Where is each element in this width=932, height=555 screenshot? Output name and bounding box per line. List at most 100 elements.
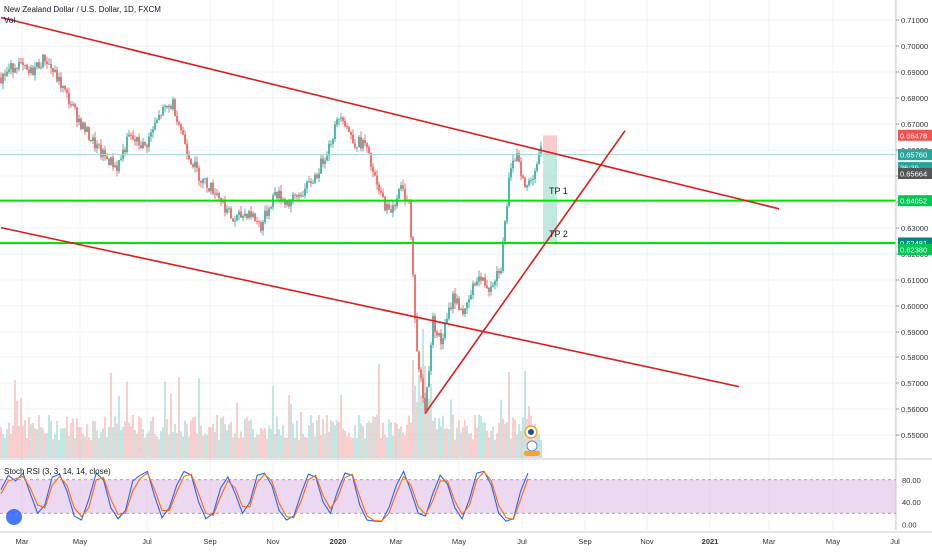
trendline[interactable]: [0, 16, 780, 210]
volume-bar: [292, 423, 294, 458]
candle-body: [210, 182, 212, 192]
volume-bar: [132, 415, 134, 458]
volume-bar: [298, 439, 300, 458]
volume-bar: [156, 436, 158, 458]
candle-body: [458, 298, 460, 311]
volume-bar: [446, 428, 448, 458]
volume-bar: [22, 425, 24, 458]
event-icon[interactable]: [524, 425, 540, 456]
candle-body: [70, 104, 72, 106]
volume-bar: [68, 435, 70, 458]
volume-bar: [396, 423, 398, 458]
candle-body: [246, 213, 248, 218]
trendline[interactable]: [0, 226, 740, 388]
volume-bar: [266, 439, 268, 458]
candle-body: [426, 387, 428, 411]
volume-bar: [78, 427, 80, 458]
volume-bar: [206, 434, 208, 458]
volume-bar: [504, 424, 506, 458]
candle-body: [258, 221, 260, 223]
candle-body: [346, 125, 348, 128]
candle-body: [98, 144, 100, 146]
volume-bar: [420, 395, 422, 458]
volume-bar: [108, 427, 110, 458]
candle-body: [402, 185, 404, 189]
volume-bar: [230, 421, 232, 458]
time-tick-label: Jul: [517, 537, 527, 546]
candle-body: [354, 143, 356, 148]
time-tick-label: 2021: [702, 537, 719, 546]
candle-body: [370, 152, 372, 167]
candle-body: [54, 69, 56, 72]
candle-body: [32, 67, 34, 76]
volume-bar: [336, 420, 338, 458]
volume-bar: [526, 419, 528, 458]
candle-body: [462, 308, 464, 315]
candle-body: [504, 221, 506, 242]
candle-body: [436, 332, 438, 336]
volume-bar: [72, 418, 74, 458]
candle-body: [460, 308, 462, 311]
volume-bar: [26, 437, 28, 458]
price-tag: [898, 243, 932, 255]
candle-body: [330, 143, 332, 145]
volume-bar: [314, 436, 316, 458]
volume-bar: [522, 417, 524, 458]
volume-bar: [42, 428, 44, 458]
time-axis[interactable]: Mar May Jul Sep Nov 2020 Mar May Jul Sep Nov 2021 Ma…: [16, 537, 901, 546]
volume-bar: [80, 427, 82, 458]
candle-body: [290, 200, 292, 207]
candle-body: [230, 208, 232, 219]
volume-bar: [432, 420, 434, 458]
candle-body: [22, 62, 24, 65]
candle-body: [92, 137, 94, 142]
candle-body: [416, 318, 418, 352]
volume-bar: [174, 423, 176, 458]
candle-body: [252, 213, 254, 217]
volume-bar: [30, 424, 32, 458]
stoch-tick-label: 40.00: [902, 498, 921, 507]
volume-bar: [148, 431, 150, 458]
trendline[interactable]: [424, 130, 626, 415]
candle-body: [498, 270, 500, 274]
volume-bar: [356, 437, 358, 458]
volume-bar: [50, 420, 52, 458]
volume-bar: [418, 374, 420, 458]
volume-bar: [138, 416, 140, 458]
candle-body: [336, 119, 338, 125]
candle-body: [310, 181, 312, 184]
candle-body: [494, 281, 496, 285]
candle-body: [312, 182, 314, 184]
candle-body: [226, 208, 228, 213]
volume-bar: [250, 419, 252, 458]
time-tick-label: May: [73, 537, 87, 546]
candle-body: [240, 211, 242, 218]
candle-body: [188, 153, 190, 160]
volume-bar: [228, 424, 230, 458]
candle-body: [162, 107, 164, 116]
volume-bar: [320, 435, 322, 458]
stoch-tick-label: 80.00: [902, 476, 921, 485]
candle-body: [450, 307, 452, 309]
candle-body: [400, 185, 402, 190]
candle-body: [156, 119, 158, 123]
volume-bar: [282, 424, 284, 458]
volume-bar: [386, 436, 388, 458]
candle-body: [214, 193, 216, 195]
candle-body: [144, 142, 146, 146]
candle-body: [180, 124, 182, 131]
volume-bar: [414, 385, 416, 458]
stoch-rsi-panel[interactable]: Stoch RSI (3, 3, 14, 14, close) 80.00 40.0…: [0, 467, 921, 529]
volume-bar: [354, 424, 356, 458]
candle-body: [454, 293, 456, 304]
candle-body: [528, 180, 530, 186]
stoch-tick-label: 0.00: [902, 520, 917, 529]
volume-bar: [346, 435, 348, 458]
volume-bar: [326, 415, 328, 458]
candle-body: [228, 208, 230, 210]
candle-body: [358, 137, 360, 148]
candle-body: [10, 63, 12, 70]
time-tick-label: 2020: [330, 537, 347, 546]
volume-bar: [494, 439, 496, 458]
